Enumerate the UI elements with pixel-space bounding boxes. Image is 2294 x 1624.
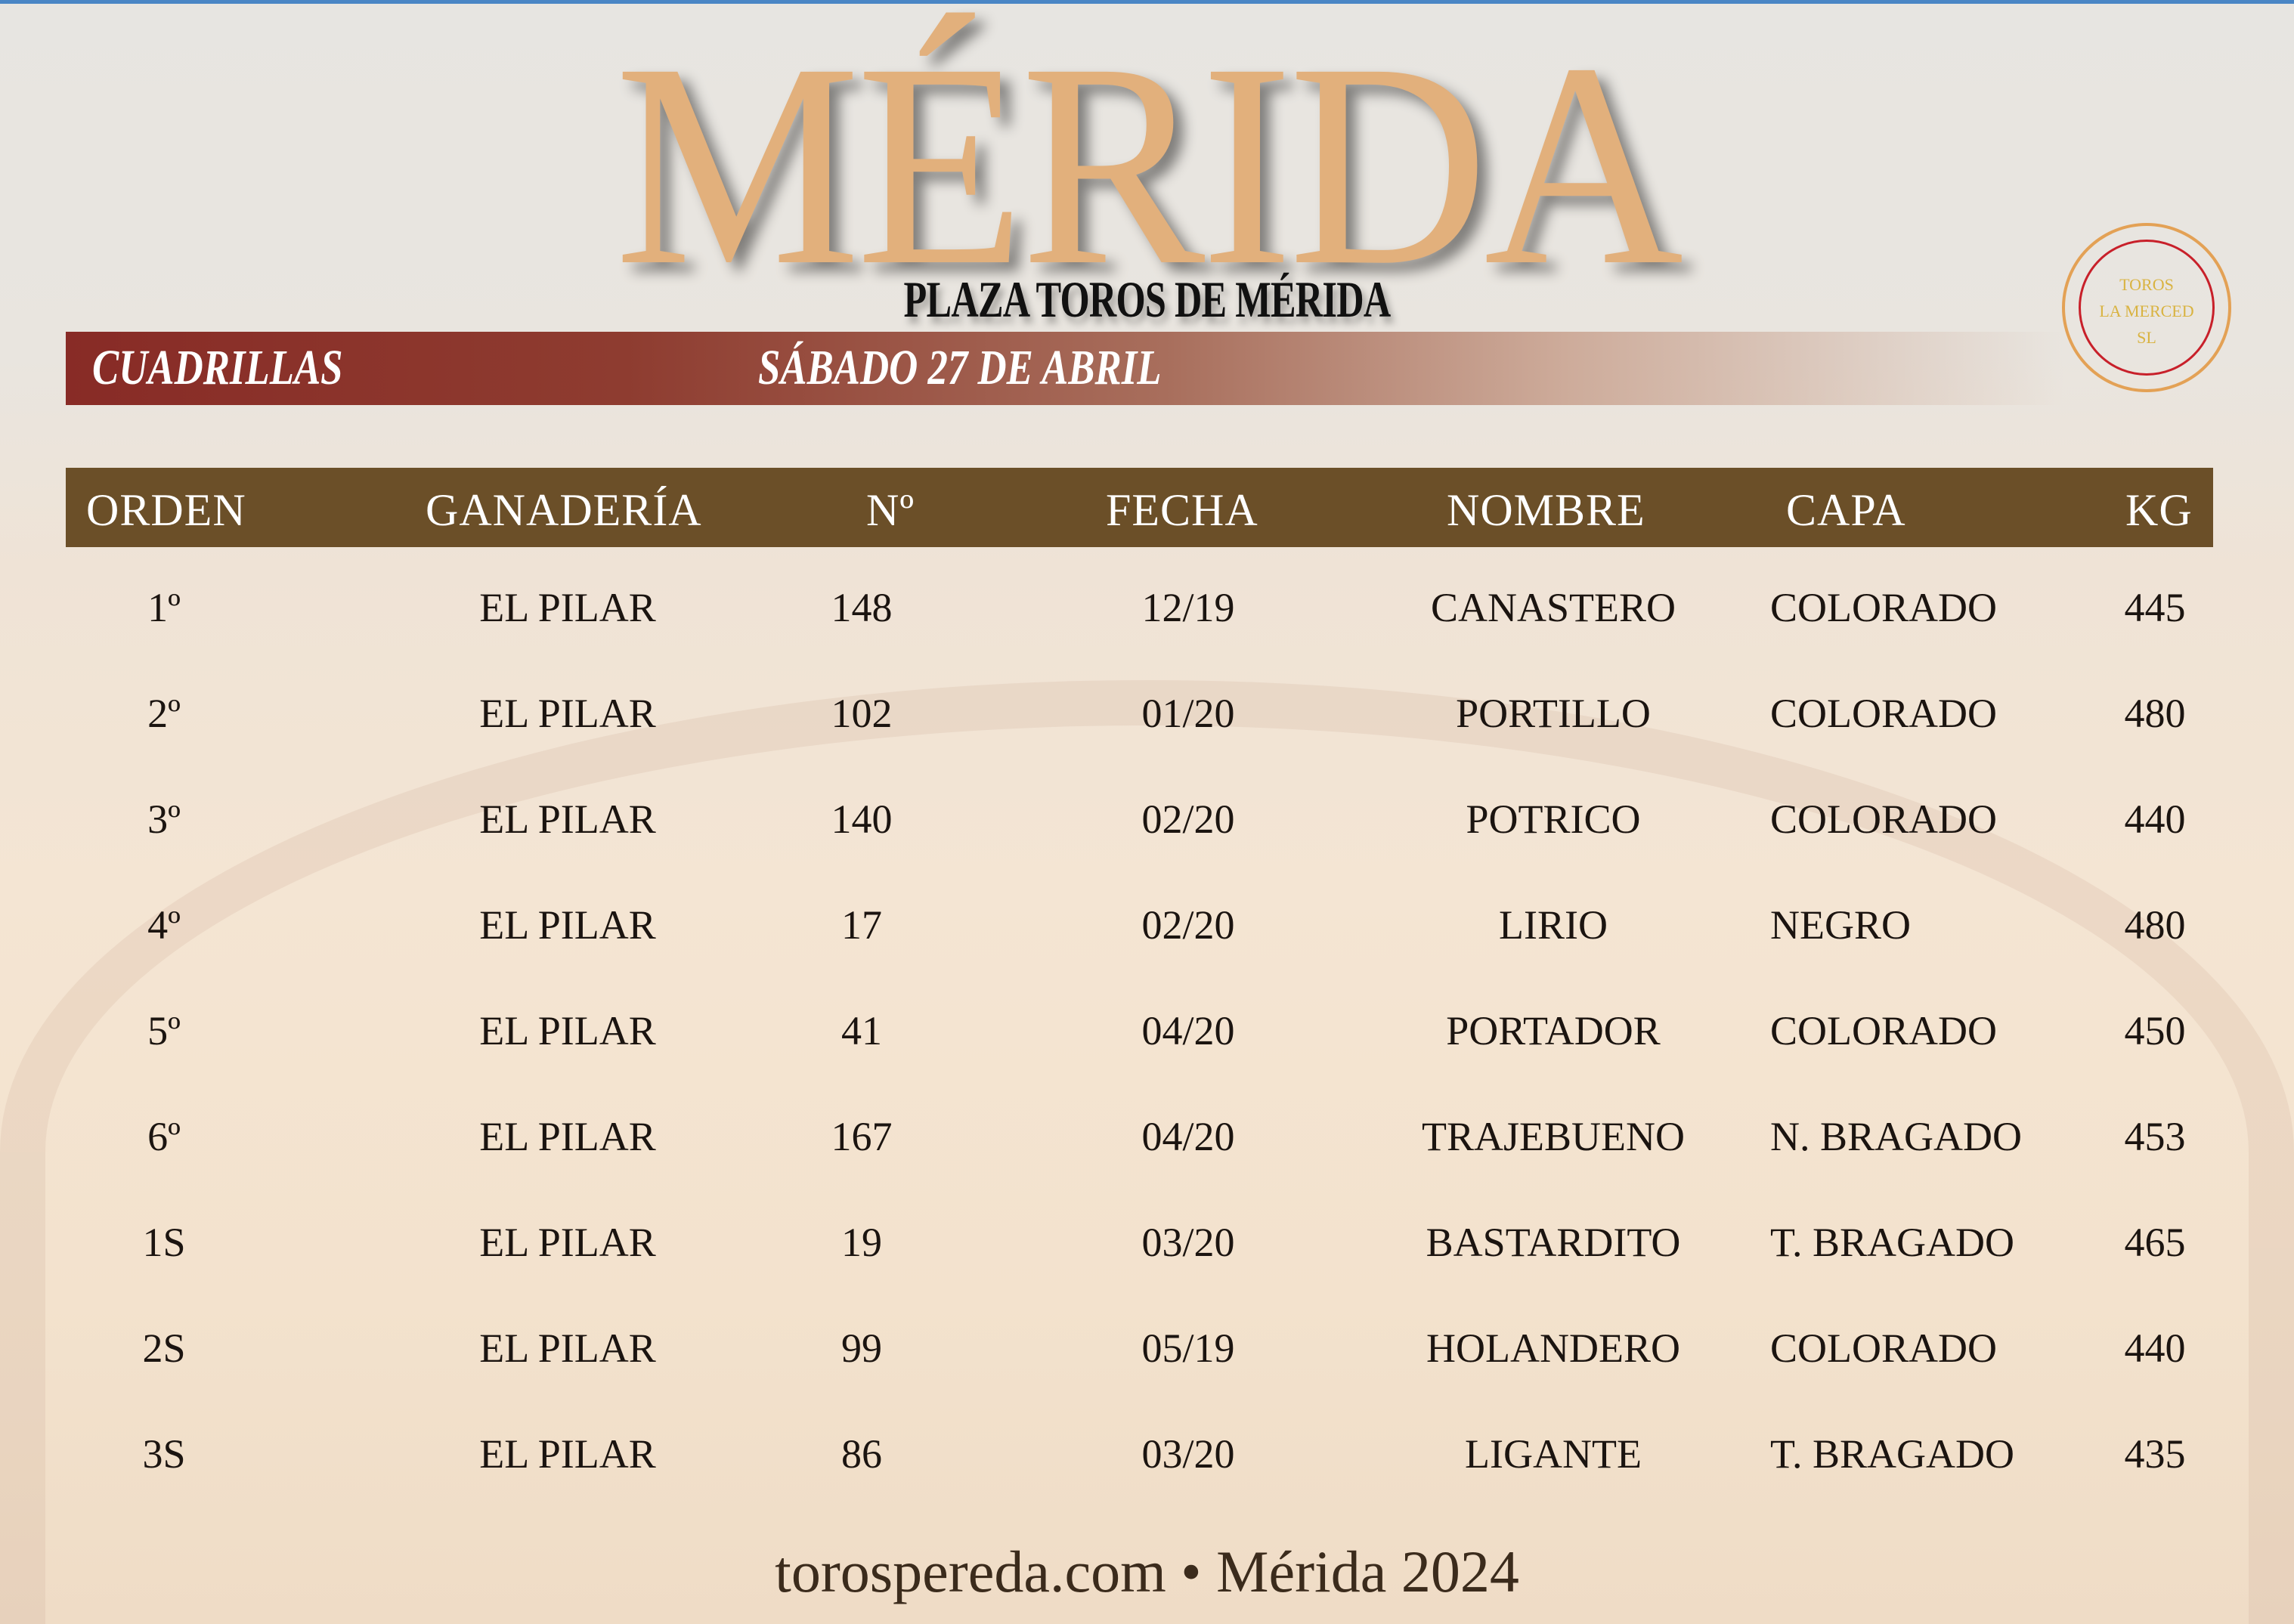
cell-numero: 102 xyxy=(831,691,893,736)
table-header: ORDEN GANADERÍA Nº FECHA NOMBRE CAPA KG xyxy=(66,468,2213,547)
cell-ganaderia: EL PILAR xyxy=(479,1114,656,1159)
cell-ganaderia: EL PILAR xyxy=(479,1220,656,1265)
cell-capa: COLORADO xyxy=(1770,1325,1998,1371)
table-row: 2S EL PILAR 99 05/19 HOLANDERO COLORADO 440 xyxy=(0,1325,2294,1385)
cell-fecha: 04/20 xyxy=(1141,1114,1235,1159)
cell-ganaderia: EL PILAR xyxy=(479,797,656,842)
cell-numero: 167 xyxy=(831,1114,893,1159)
cell-orden: 5º xyxy=(147,1008,181,1053)
window-top-border xyxy=(0,0,2294,4)
header-kg: KG xyxy=(2125,485,2193,535)
event-date: SÁBADO 27 DE ABRIL xyxy=(758,340,1162,395)
cell-capa: COLORADO xyxy=(1770,797,1998,842)
cell-fecha: 03/20 xyxy=(1141,1220,1235,1265)
cell-fecha: 03/20 xyxy=(1141,1431,1235,1477)
logo-line: SL xyxy=(2137,328,2156,347)
toros-la-merced-logo: TOROS LA MERCED SL xyxy=(2062,223,2231,392)
cell-fecha: 01/20 xyxy=(1141,691,1235,736)
logo-text: TOROS LA MERCED SL xyxy=(2065,271,2228,351)
cell-capa: T. BRAGADO xyxy=(1770,1220,2014,1265)
cell-orden: 2º xyxy=(147,691,181,736)
cell-ganaderia: EL PILAR xyxy=(479,691,656,736)
cell-capa: T. BRAGADO xyxy=(1770,1431,2014,1477)
cell-ganaderia: EL PILAR xyxy=(479,585,656,630)
cell-ganaderia: EL PILAR xyxy=(479,1431,656,1477)
cell-fecha: 04/20 xyxy=(1141,1008,1235,1053)
cell-capa: N. BRAGADO xyxy=(1770,1114,2023,1159)
cell-kg: 453 xyxy=(2124,1114,2186,1159)
cell-fecha: 02/20 xyxy=(1141,902,1235,948)
table-row: 2º EL PILAR 102 01/20 PORTILLO COLORADO 480 xyxy=(0,690,2294,750)
band-label: CUADRILLAS xyxy=(92,340,343,395)
cell-capa: NEGRO xyxy=(1770,902,1911,948)
cell-fecha: 05/19 xyxy=(1141,1325,1235,1371)
cell-ganaderia: EL PILAR xyxy=(479,902,656,948)
table-row: 1º EL PILAR 148 12/19 CANASTERO COLORADO 445 xyxy=(0,584,2294,645)
cell-kg: 435 xyxy=(2124,1431,2186,1477)
cell-kg: 440 xyxy=(2124,797,2186,842)
cell-kg: 480 xyxy=(2124,902,2186,948)
cell-kg: 465 xyxy=(2124,1220,2186,1265)
cell-kg: 450 xyxy=(2124,1008,2186,1053)
cell-numero: 17 xyxy=(841,902,882,948)
table-row: 1S EL PILAR 19 03/20 BASTARDITO T. BRAGADO 465 xyxy=(0,1219,2294,1279)
cell-capa: COLORADO xyxy=(1770,585,1998,630)
cell-orden: 2S xyxy=(142,1325,186,1371)
cell-numero: 41 xyxy=(841,1008,882,1053)
table-row: 3º EL PILAR 140 02/20 POTRICO COLORADO 440 xyxy=(0,796,2294,856)
table-row: 4º EL PILAR 17 02/20 LIRIO NEGRO 480 xyxy=(0,902,2294,962)
table-row: 6º EL PILAR 167 04/20 TRAJEBUENO N. BRAGADO 45… xyxy=(0,1113,2294,1174)
cell-numero: 19 xyxy=(841,1220,882,1265)
cell-orden: 1S xyxy=(142,1220,186,1265)
cell-orden: 6º xyxy=(147,1114,181,1159)
cell-kg: 445 xyxy=(2124,585,2186,630)
cell-kg: 440 xyxy=(2124,1325,2186,1371)
footer-credit: torospereda.com • Mérida 2024 xyxy=(775,1539,1519,1604)
logo-inner-ring xyxy=(2079,240,2215,376)
header-nombre: NOMBRE xyxy=(1447,485,1645,535)
cell-numero: 140 xyxy=(831,797,893,842)
cell-ganaderia: EL PILAR xyxy=(479,1325,656,1371)
cell-capa: COLORADO xyxy=(1770,1008,1998,1053)
page-title: MÉRIDA xyxy=(615,4,1683,326)
cell-capa: COLORADO xyxy=(1770,691,1998,736)
cell-fecha: 12/19 xyxy=(1141,585,1235,630)
cell-orden: 4º xyxy=(147,902,181,948)
cell-nombre: PORTADOR xyxy=(1446,1008,1661,1053)
header-orden: ORDEN xyxy=(86,485,246,535)
cell-orden: 3º xyxy=(147,797,181,842)
logo-line: TOROS xyxy=(2119,275,2174,294)
table-row: 5º EL PILAR 41 04/20 PORTADOR COLORADO 450 xyxy=(0,1007,2294,1068)
cell-ganaderia: EL PILAR xyxy=(479,1008,656,1053)
cell-numero: 148 xyxy=(831,585,893,630)
cell-nombre: POTRICO xyxy=(1466,797,1641,842)
cell-nombre: HOLANDERO xyxy=(1426,1325,1680,1371)
cell-nombre: CANASTERO xyxy=(1430,585,1676,630)
cell-numero: 99 xyxy=(841,1325,882,1371)
cell-nombre: TRAJEBUENO xyxy=(1422,1114,1685,1159)
cell-orden: 3S xyxy=(142,1431,186,1477)
header-ganaderia: GANADERÍA xyxy=(426,485,702,535)
venue-subtitle: PLAZA TOROS DE MÉRIDA xyxy=(903,271,1392,328)
header-numero: Nº xyxy=(866,485,915,535)
cell-orden: 1º xyxy=(147,585,181,630)
logo-line: LA MERCED xyxy=(2099,302,2194,320)
header-capa: CAPA xyxy=(1786,485,1906,535)
cell-nombre: BASTARDITO xyxy=(1426,1220,1681,1265)
header-fecha: FECHA xyxy=(1106,485,1258,535)
cell-kg: 480 xyxy=(2124,691,2186,736)
cell-nombre: LIGANTE xyxy=(1465,1431,1642,1477)
cell-nombre: LIRIO xyxy=(1499,902,1608,948)
cell-numero: 86 xyxy=(841,1431,882,1477)
event-band: CUADRILLAS SÁBADO 27 DE ABRIL xyxy=(66,332,2063,405)
cell-fecha: 02/20 xyxy=(1141,797,1235,842)
cell-nombre: PORTILLO xyxy=(1456,691,1651,736)
table-row: 3S EL PILAR 86 03/20 LIGANTE T. BRAGADO 435 xyxy=(0,1431,2294,1491)
